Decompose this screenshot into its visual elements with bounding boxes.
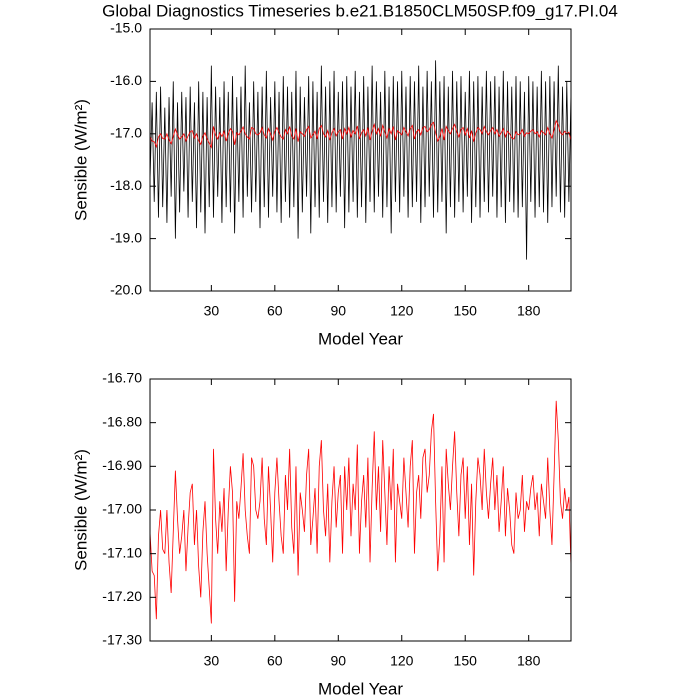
x-tick-label: 180 (517, 653, 541, 669)
y-tick-label: -15.0 (110, 20, 142, 36)
x-axis-label: Model Year (318, 329, 403, 348)
plot-frame (149, 378, 572, 642)
series-line (149, 119, 572, 149)
x-tick-label: 30 (204, 303, 220, 319)
x-tick-label: 60 (267, 303, 283, 319)
x-tick-label: 90 (330, 303, 346, 319)
x-tick-label: 90 (330, 653, 346, 669)
x-tick-label: 150 (454, 303, 478, 319)
y-axis-label: Sensible (W/m²) (71, 99, 90, 221)
plot-frame (149, 28, 572, 292)
y-tick-label: -17.10 (102, 544, 142, 560)
y-tick-label: -20.0 (110, 282, 142, 298)
y-tick-label: -16.80 (102, 413, 142, 429)
chart-title: Global Diagnostics Timeseries b.e21.B185… (102, 1, 618, 20)
x-tick-label: 120 (390, 653, 414, 669)
x-axis-label: Model Year (318, 679, 403, 698)
x-tick-label: 180 (517, 303, 541, 319)
x-tick-label: 120 (390, 303, 414, 319)
series-line (149, 60, 572, 260)
y-tick-label: -17.00 (102, 501, 142, 517)
x-tick-label: 150 (454, 653, 478, 669)
x-tick-label: 30 (204, 653, 220, 669)
y-axis-label: Sensible (W/m²) (71, 449, 90, 571)
series-line (149, 400, 572, 624)
y-tick-label: -18.0 (110, 177, 142, 193)
y-tick-label: -17.20 (102, 588, 142, 604)
x-tick-label: 60 (267, 653, 283, 669)
y-tick-label: -17.0 (110, 125, 142, 141)
y-tick-label: -16.90 (102, 457, 142, 473)
y-tick-label: -17.30 (102, 632, 142, 648)
y-tick-label: -16.70 (102, 370, 142, 386)
y-tick-label: -16.0 (110, 72, 142, 88)
y-tick-label: -19.0 (110, 229, 142, 245)
